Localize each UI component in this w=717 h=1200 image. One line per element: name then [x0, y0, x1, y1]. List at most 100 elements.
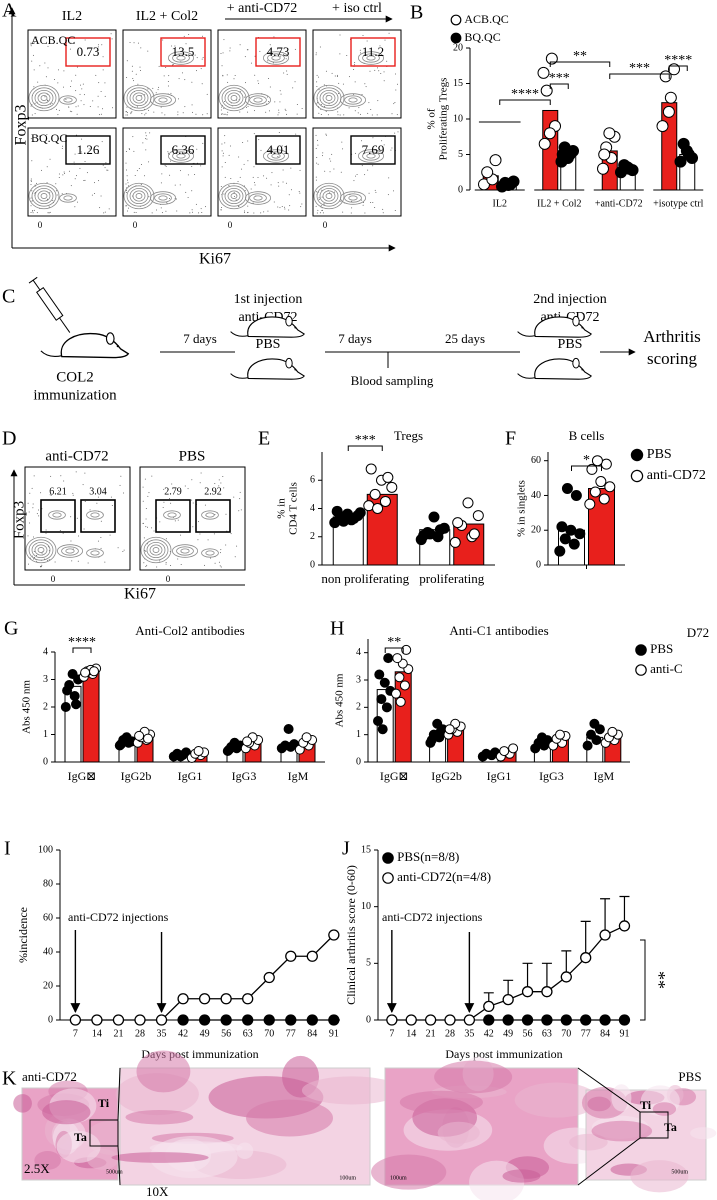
event-dot	[370, 201, 372, 203]
event-dot	[125, 204, 127, 206]
contour	[348, 195, 358, 201]
event-dot	[134, 174, 136, 176]
contour	[262, 149, 289, 163]
event-dot	[32, 212, 34, 214]
event-dot	[322, 212, 324, 214]
tissue-label: Ta	[74, 1130, 87, 1144]
event-dot	[55, 183, 57, 185]
contour	[143, 539, 169, 561]
event-dot	[63, 70, 65, 72]
event-dot	[239, 176, 241, 178]
event-dot	[315, 54, 317, 56]
event-dot	[247, 111, 249, 113]
event-dot	[246, 49, 248, 51]
contour	[313, 182, 345, 210]
contour	[218, 182, 250, 210]
event-dot	[294, 48, 296, 50]
mouse-eye	[581, 326, 584, 329]
event-dot	[233, 195, 235, 197]
event-dot	[144, 114, 146, 116]
event-dot	[357, 112, 359, 114]
event-dot	[222, 152, 224, 154]
event-dot	[198, 212, 200, 214]
y-tick-label: 1	[356, 729, 361, 740]
tissue-region	[514, 1082, 599, 1118]
tissue-region	[236, 1142, 254, 1159]
event-dot	[93, 182, 95, 184]
x-tick-label: 56	[221, 1028, 231, 1039]
data-point	[369, 488, 381, 500]
legend-label: PBS	[647, 447, 672, 462]
data-point	[599, 1014, 611, 1026]
event-dot	[98, 152, 100, 154]
event-dot	[102, 164, 104, 166]
data-point	[424, 1014, 437, 1026]
event-dot	[201, 58, 203, 60]
event-dot	[320, 114, 322, 116]
event-dot	[318, 76, 320, 78]
interval-label: 7 days	[338, 331, 372, 346]
x-tick-label: 0	[228, 220, 233, 230]
event-dot	[220, 185, 222, 187]
contour	[158, 195, 168, 201]
event-dot	[81, 138, 83, 140]
contour	[163, 510, 181, 520]
data-point	[508, 743, 519, 754]
data-point	[585, 729, 596, 740]
data-point	[664, 91, 677, 104]
event-dot	[324, 105, 326, 107]
gate	[65, 37, 111, 67]
event-dot	[174, 45, 176, 47]
event-dot	[183, 35, 185, 37]
data-point	[391, 688, 401, 699]
y-tick-label: 80	[43, 878, 53, 889]
contour	[253, 97, 263, 103]
data-point	[589, 718, 600, 729]
contour	[201, 510, 219, 520]
event-dot	[49, 192, 51, 194]
event-dot	[348, 107, 350, 109]
event-dot	[33, 209, 35, 211]
event-dot	[191, 211, 193, 213]
y-tick-label: 40	[43, 946, 53, 957]
step-label: scoring	[647, 349, 698, 368]
event-dot	[36, 212, 38, 214]
event-dot	[142, 486, 144, 488]
event-dot	[229, 145, 231, 147]
gate-value: 6.36	[172, 142, 195, 157]
event-dot	[201, 35, 203, 37]
event-dot	[33, 42, 35, 44]
event-dot	[374, 206, 376, 208]
event-dot	[112, 107, 114, 109]
contour	[319, 89, 339, 107]
event-dot	[266, 96, 268, 98]
event-dot	[177, 558, 179, 560]
event-dot	[98, 82, 100, 84]
bracket	[609, 73, 670, 79]
event-dot	[145, 507, 147, 509]
legend-marker	[630, 469, 644, 483]
gate	[255, 135, 301, 165]
event-dot	[28, 511, 30, 513]
panel-letter: K	[2, 1068, 17, 1090]
event-dot	[125, 183, 127, 185]
event-dot	[214, 482, 216, 484]
contour	[90, 512, 100, 518]
event-dot	[33, 69, 35, 71]
event-dot	[338, 82, 340, 84]
contour	[172, 53, 190, 63]
event-dot	[32, 54, 34, 56]
event-dot	[247, 140, 249, 142]
event-dot	[318, 89, 320, 91]
x-tick-label: non proliferating	[321, 571, 409, 586]
data-point	[155, 1014, 168, 1026]
data-point	[198, 1014, 211, 1026]
x-tick-label: IgM	[593, 769, 614, 783]
event-dot	[30, 105, 32, 107]
event-dot	[148, 492, 150, 494]
data-point	[536, 732, 547, 743]
contour	[129, 89, 149, 107]
x-tick-label: 0	[323, 220, 328, 230]
event-dot	[142, 522, 144, 524]
event-dot	[38, 509, 40, 511]
